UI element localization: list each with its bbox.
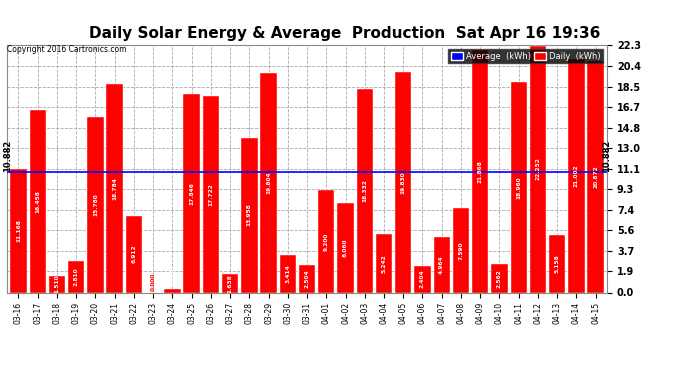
Bar [164,289,181,292]
Text: 19.830: 19.830 [401,171,406,194]
Text: 18.960: 18.960 [516,176,521,199]
Text: 9.200: 9.200 [324,232,329,251]
Text: 8.060: 8.060 [343,238,348,257]
Text: 22.252: 22.252 [535,158,540,180]
Text: 2.504: 2.504 [304,269,310,288]
Bar [414,266,431,292]
Text: Copyright 2016 Cartronics.com: Copyright 2016 Cartronics.com [7,45,126,54]
Text: 20.872: 20.872 [593,165,598,188]
Bar [279,255,296,292]
Bar [184,94,200,292]
Text: 18.784: 18.784 [112,177,117,200]
Bar [241,138,257,292]
Bar [106,84,123,292]
Bar [49,276,65,292]
Text: 1.510: 1.510 [55,275,59,293]
Bar [126,216,142,292]
Bar [569,59,584,292]
Bar [318,190,335,292]
Bar [87,117,104,292]
Text: 13.958: 13.958 [247,204,252,226]
Text: 1.638: 1.638 [228,274,233,293]
Text: 4.964: 4.964 [440,256,444,274]
Bar [299,265,315,292]
Legend: Average  (kWh), Daily  (kWh): Average (kWh), Daily (kWh) [448,49,603,63]
Text: 5.158: 5.158 [555,255,560,273]
Text: 5.242: 5.242 [382,254,386,273]
Bar [530,45,546,292]
Text: 19.804: 19.804 [266,171,271,194]
Text: 3.414: 3.414 [285,264,290,283]
Text: 17.722: 17.722 [208,183,213,206]
Text: 16.458: 16.458 [35,190,40,213]
Text: 15.780: 15.780 [93,194,98,216]
Text: 0.328: 0.328 [170,267,175,285]
Text: 21.868: 21.868 [477,160,483,183]
Text: 18.332: 18.332 [362,179,367,202]
Bar [453,208,469,292]
Text: 6.912: 6.912 [131,245,137,264]
Text: 10.882: 10.882 [3,140,12,172]
Text: Daily Solar Energy & Average  Production  Sat Apr 16 19:36: Daily Solar Energy & Average Production … [89,26,601,41]
Bar [472,50,489,292]
Text: 10.882: 10.882 [602,140,611,172]
Bar [30,110,46,292]
Text: 2.810: 2.810 [74,268,79,286]
Bar [491,264,508,292]
Bar [10,168,27,292]
Text: 17.846: 17.846 [189,182,194,205]
Bar [337,203,354,292]
Bar [587,61,604,292]
Bar [203,96,219,292]
Text: 0.000: 0.000 [150,273,156,291]
Text: 21.002: 21.002 [574,165,579,187]
Bar [260,73,277,292]
Bar [68,261,84,292]
Bar [395,72,411,292]
Bar [357,89,373,292]
Text: 11.168: 11.168 [16,219,21,242]
Bar [376,234,392,292]
Bar [222,274,238,292]
Bar [511,82,527,292]
Bar [433,237,450,292]
Text: 2.562: 2.562 [497,269,502,288]
Bar [549,235,565,292]
Text: 7.590: 7.590 [458,241,464,260]
Text: 2.404: 2.404 [420,270,425,288]
